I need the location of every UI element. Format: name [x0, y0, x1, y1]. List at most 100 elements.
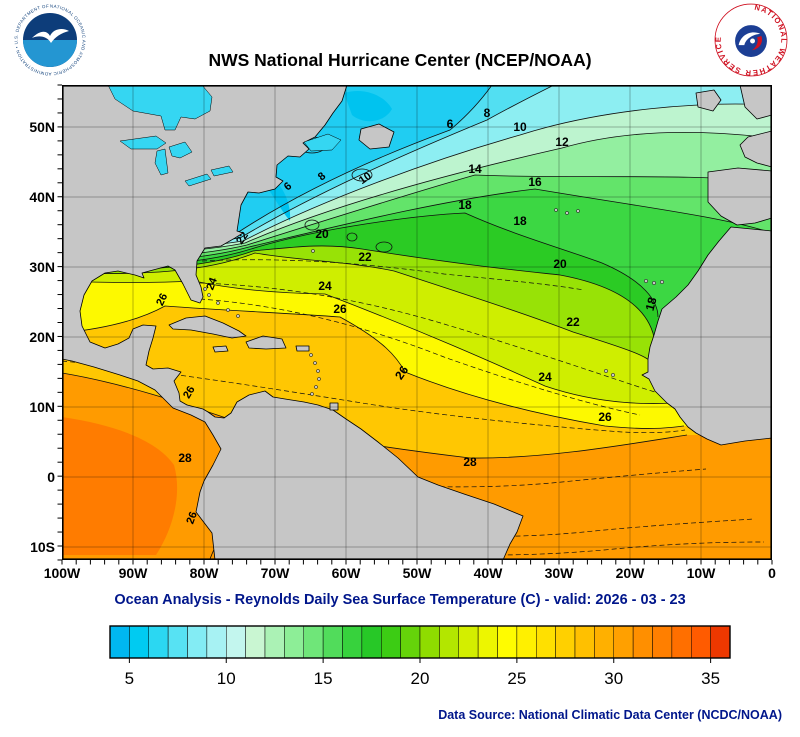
lat-tick-label: 0: [47, 469, 55, 485]
lat-lon-grid: [62, 85, 772, 560]
land-puerto-rico: [295, 345, 310, 352]
colorbar-cell: [555, 625, 576, 659]
colorbar-cell: [497, 625, 518, 659]
colorbar-tick-label: 15: [314, 669, 333, 688]
contour-label: 24: [204, 275, 220, 291]
lon-tick-label: 60W: [332, 565, 362, 581]
contour-label: 18: [513, 214, 527, 228]
land-ireland: [695, 89, 722, 112]
colorbar-cell: [264, 625, 285, 659]
contour-label: 20: [315, 227, 329, 241]
land-france: [739, 130, 772, 168]
contour-label: 26: [181, 384, 198, 401]
lon-tick-label: 0: [768, 565, 776, 581]
noaa-gull-icon: [32, 28, 69, 43]
colorbar-tick-label: 30: [604, 669, 623, 688]
contour-label: 14: [468, 162, 482, 176]
colorbar-cell: [187, 625, 208, 659]
colorbar-cell: [226, 625, 246, 659]
contour-label: 8: [484, 106, 491, 120]
colorbar-cell: [671, 625, 692, 659]
colorbar-cell: [361, 625, 382, 659]
lon-tick-label: 80W: [190, 565, 220, 581]
colorbar-cell: [342, 625, 363, 659]
noaa-logo: NATIONAL OCEANIC AND ATMOSPHERIC ADMINIS…: [14, 4, 86, 76]
colorbar-scale: 5 10 15 20 25 30 35: [109, 625, 731, 688]
lat-tick-label: 30N: [29, 259, 55, 275]
colorbar-cell: [632, 625, 653, 659]
lon-tick-label: 20W: [616, 565, 646, 581]
land-cuba: [168, 315, 247, 339]
map-axes: 50N 40N 30N 20N 10N 0 10S 100W 90W 80W 70W 60W 50W 40…: [29, 84, 776, 581]
land-england: [739, 85, 772, 120]
lake-huron: [168, 141, 193, 159]
colorbar-cell: [574, 625, 595, 659]
contour-label: 6: [447, 117, 454, 131]
contour-label: 24: [538, 370, 552, 384]
colorbar-cell: [167, 625, 188, 659]
colorbar-cell: [148, 625, 169, 659]
small-islands: [203, 208, 664, 396]
hudson-bay: [107, 85, 213, 131]
colorbar-cell: [652, 625, 673, 659]
colorbar-cell: [206, 625, 227, 659]
nws-swirl-white: [738, 32, 761, 46]
lon-tick-label: 10W: [687, 565, 717, 581]
gulf-st-lawrence: [303, 133, 342, 152]
land-hispaniola: [245, 335, 287, 350]
inland-water: [107, 85, 342, 187]
colorbar-cell: [516, 625, 537, 659]
contour-label: 26: [184, 510, 199, 526]
contour-label: 12: [555, 135, 569, 149]
colorbar-cell: [400, 625, 421, 659]
contour-label: 28: [463, 455, 477, 469]
colorbar-tick-label: 10: [217, 669, 236, 688]
lat-tick-label: 10N: [29, 399, 55, 415]
land-trinidad: [329, 402, 339, 411]
map-frame: [62, 85, 772, 560]
lat-tick-label: 50N: [29, 119, 55, 135]
colorbar-cell: [710, 625, 731, 659]
colorbar-cell: [691, 625, 711, 659]
colorbar-cell: [458, 625, 479, 659]
temperature-colorbar: 5 10 15 20 25 30 35: [109, 625, 731, 688]
land-jamaica: [212, 345, 229, 353]
lake-ontario: [210, 165, 234, 177]
data-source-note: Data Source: National Climatic Data Cent…: [438, 708, 782, 722]
contour-label: 18: [458, 198, 472, 212]
lon-tick-label: 70W: [261, 565, 291, 581]
colorbar-cell: [477, 625, 498, 659]
contour-label: 10: [357, 170, 374, 187]
lon-tick-label: 40W: [474, 565, 504, 581]
colorbar-cell: [439, 625, 459, 659]
colorbar-tick-label: 35: [701, 669, 720, 688]
contour-label: 18: [643, 295, 660, 312]
contour-label: 16: [528, 175, 542, 189]
page-title: NWS National Hurricane Center (NCEP/NOAA…: [208, 50, 592, 70]
colorbar-cell: [536, 625, 556, 659]
lat-tick-label: 40N: [29, 189, 55, 205]
land-americas: [62, 85, 524, 560]
colorbar-cell: [303, 625, 324, 659]
lon-tick-label: 30W: [545, 565, 575, 581]
contour-label: 26: [333, 302, 347, 316]
land-newfoundland: [358, 123, 395, 150]
colorbar-tick-label: 25: [507, 669, 526, 688]
land-iberia: [707, 167, 772, 226]
map-caption: Ocean Analysis - Reynolds Daily Sea Surf…: [114, 592, 686, 608]
colorbar-cell: [284, 625, 304, 659]
contour-label: 22: [566, 315, 580, 329]
colorbar-cell: [419, 625, 440, 659]
colorbar-tick-label: 20: [411, 669, 430, 688]
contour-label: 22: [358, 250, 372, 264]
lat-tick-label: 20N: [29, 329, 55, 345]
lon-tick-label: 50W: [403, 565, 433, 581]
nws-swirl-red: [752, 35, 763, 51]
nws-logo: NATIONAL WEATHER SERVICE: [714, 3, 788, 77]
land-masses: [62, 85, 772, 560]
lon-tick-label: 100W: [44, 565, 81, 581]
colorbar-cell: [129, 625, 149, 659]
sst-map: 50N 40N 30N 20N 10N 0 10S 100W 90W 80W 70W 60W 50W 40…: [29, 84, 776, 581]
colorbar-cell: [594, 625, 614, 659]
